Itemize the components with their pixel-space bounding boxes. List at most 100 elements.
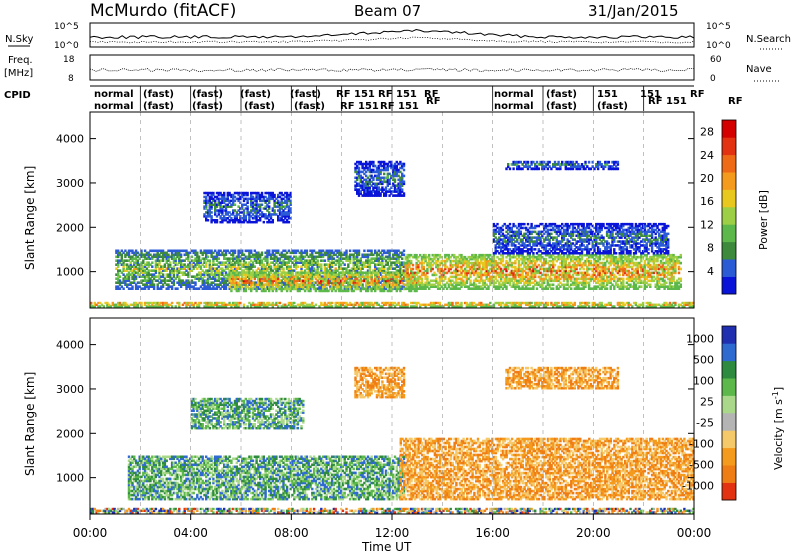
- echo-cell: [402, 263, 406, 266]
- echo-cell: [341, 273, 345, 277]
- echo-cell: [277, 271, 280, 274]
- echo-cell: [478, 273, 481, 277]
- echo-cell: [505, 303, 508, 306]
- echo-cell: [410, 289, 413, 293]
- echo-cell: [197, 259, 201, 262]
- echo-cell: [251, 253, 255, 257]
- echo-cell: [134, 265, 138, 268]
- echo-cell: [93, 301, 96, 305]
- echo-cell: [136, 261, 140, 264]
- echo-cell: [388, 281, 391, 285]
- echo-cell: [383, 303, 386, 306]
- echo-cell: [357, 259, 361, 262]
- echo-cell: [357, 249, 361, 253]
- echo-cell: [244, 287, 247, 291]
- echo-cell: [357, 265, 361, 268]
- echo-cell: [196, 273, 199, 276]
- echo-cell: [124, 275, 127, 278]
- echo-cell: [359, 267, 362, 270]
- echo-cell: [205, 303, 208, 306]
- echo-cell: [259, 285, 262, 289]
- echo-cell: [205, 253, 208, 257]
- echo-cell: [280, 255, 283, 259]
- echo-cell: [428, 261, 431, 265]
- echo-cell: [210, 253, 213, 257]
- echo-cell: [192, 285, 195, 288]
- echo-cell: [348, 277, 352, 280]
- echo-cell: [471, 255, 474, 259]
- echo-cell: [311, 275, 314, 278]
- echo-cell: [208, 259, 211, 262]
- echo-cell: [386, 277, 389, 280]
- echo-cell: [330, 279, 334, 283]
- echo-cell: [115, 281, 118, 284]
- echo-cell: [388, 287, 391, 291]
- echo-cell: [273, 267, 276, 270]
- echo-cell: [210, 281, 213, 284]
- echo-cell: [287, 255, 291, 259]
- echo-cell: [120, 303, 123, 306]
- echo-cell: [237, 267, 240, 270]
- echo-cell: [118, 269, 122, 272]
- echo-cell: [233, 257, 237, 260]
- echo-cell: [402, 265, 406, 268]
- echo-cell: [474, 287, 478, 290]
- echo-cell: [483, 283, 487, 287]
- echo-cell: [124, 269, 127, 272]
- echo-cell: [397, 265, 400, 268]
- echo-cell: [454, 301, 458, 305]
- echo-cell: [133, 271, 136, 274]
- echo-cell: [278, 269, 282, 272]
- echo-cell: [402, 269, 406, 272]
- echo-cell: [399, 279, 402, 283]
- echo-cell: [456, 277, 460, 281]
- echo-cell: [458, 257, 461, 261]
- echo-cell: [609, 303, 612, 306]
- echo-cell: [485, 267, 488, 271]
- echo-cell: [492, 259, 496, 263]
- echo-cell: [456, 263, 460, 267]
- echo-cell: [365, 271, 368, 275]
- echo-cell: [327, 253, 330, 257]
- echo-cell: [235, 275, 238, 279]
- echo-cell: [426, 255, 429, 259]
- echo-cell: [474, 259, 478, 263]
- echo-cell: [321, 287, 325, 291]
- echo-cell: [210, 251, 213, 255]
- echo-cell: [237, 305, 240, 308]
- echo-cell: [133, 269, 136, 272]
- echo-cell: [605, 287, 609, 290]
- echo-cell: [323, 273, 327, 277]
- cpid-top-5: RF 151: [336, 89, 375, 100]
- echo-cell: [415, 285, 418, 288]
- echo-cell: [316, 279, 319, 283]
- echo-cell: [151, 305, 154, 308]
- echo-cell: [393, 305, 397, 308]
- echo-cell: [343, 301, 346, 305]
- echo-cell: [336, 261, 339, 264]
- echo-cell: [289, 275, 292, 278]
- cpid-bottom-1: (fast): [143, 101, 174, 112]
- echo-cell: [372, 271, 375, 275]
- echo-cell: [302, 281, 305, 285]
- echo-cell: [275, 257, 278, 260]
- echo-cell: [381, 301, 384, 305]
- echo-cell: [266, 275, 269, 279]
- echo-cell: [384, 259, 388, 262]
- echo-cell: [341, 267, 345, 270]
- echo-cell: [199, 261, 203, 264]
- echo-cell: [472, 281, 476, 285]
- echo-cell: [485, 259, 488, 263]
- echo-cell: [460, 265, 463, 269]
- echo-cell: [134, 303, 138, 306]
- echo-cell: [124, 255, 127, 259]
- echo-cell: [318, 265, 321, 268]
- echo-cell: [242, 277, 246, 281]
- echo-cell: [140, 281, 143, 284]
- echo-cell: [282, 263, 285, 266]
- echo-cell: [332, 283, 336, 287]
- echo-cell: [318, 271, 321, 275]
- echo-cell: [528, 305, 531, 308]
- echo-cell: [348, 281, 352, 285]
- echo-cell: [424, 283, 427, 287]
